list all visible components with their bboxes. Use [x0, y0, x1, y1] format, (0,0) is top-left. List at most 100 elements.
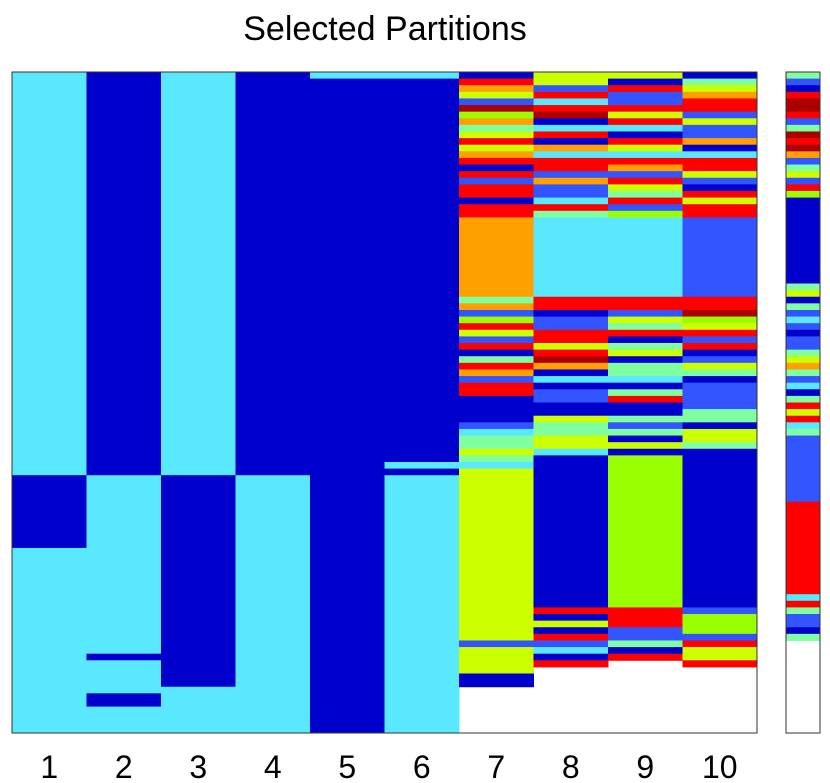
- heatmap-cell-col7-run4: [459, 98, 534, 106]
- side-bar-cell-37: [786, 389, 820, 397]
- heatmap-cell-col7-run12: [459, 151, 534, 159]
- heatmap-cell-col4-run1: [235, 475, 311, 734]
- heatmap-cell-col9-run54: [608, 647, 683, 655]
- heatmap-cell-col9-run25: [608, 309, 683, 318]
- heatmap-cell-col7-run38: [459, 395, 534, 403]
- heatmap-cell-col7-run9: [459, 131, 534, 139]
- heatmap-cell-col8-run26: [533, 316, 609, 324]
- side-bar-frame: [785, 71, 821, 734]
- heatmap-cell-col8-run39: [533, 402, 609, 410]
- heatmap-cell-col8-run41: [533, 415, 609, 423]
- heatmap-cell-col9-run34: [608, 369, 683, 377]
- heatmap-cell-col9-run37: [608, 389, 683, 397]
- heatmap-cell-col10-run15: [682, 171, 758, 179]
- heatmap-cell-col8-run50: [533, 620, 609, 628]
- heatmap-cell-col9-run6: [608, 111, 683, 119]
- heatmap-cell-col5-run1: [310, 78, 385, 476]
- heatmap-cell-col8-run54: [533, 647, 609, 655]
- heatmap-cell-col10-run9: [682, 131, 758, 139]
- heatmap-cell-col6-run4: [384, 475, 460, 734]
- heatmap-cell-col5-run2: [310, 475, 385, 734]
- heatmap-cell-col3-run1: [161, 475, 236, 688]
- heatmap-cell-col9-run23: [608, 296, 683, 304]
- heatmap-cell-col7-run25: [459, 309, 534, 318]
- heatmap-cell-col9-run44: [608, 435, 683, 443]
- heatmap-cell-col10-run41: [682, 415, 758, 423]
- side-bar-cell-17: [786, 184, 820, 192]
- chart-title: Selected Partitions: [243, 10, 527, 48]
- heatmap-cell-col10-run19: [682, 197, 758, 205]
- heatmap-cell-col9-run51: [608, 627, 683, 635]
- x-axis-tick-labels: 1 2 3 4 5 6 7 8 9 10: [40, 749, 737, 783]
- heatmap-cell-col9-run3: [608, 91, 683, 99]
- side-bar-cell-39: [786, 402, 820, 410]
- heatmap-cell-col8-run12: [533, 151, 609, 159]
- heatmap-cell-col10-run5: [682, 105, 758, 113]
- heatmap-cell-col10-run23: [682, 296, 758, 304]
- side-bar-cell-18: [786, 190, 820, 199]
- heatmap-cell-col7-run36: [459, 382, 534, 390]
- heatmap-cell-col7-run50: [459, 673, 534, 688]
- heatmap-cell-col2-run4: [86, 693, 162, 708]
- heatmap-cell-col8-run5: [533, 105, 609, 113]
- heatmap-cell-col10-run49: [682, 614, 758, 622]
- heatmap-cell-col8-run22: [533, 217, 609, 298]
- heatmap-cell-col8-run27: [533, 323, 609, 331]
- side-bar-cell-48: [786, 607, 820, 615]
- heatmap-cell-col8-run55: [533, 653, 609, 661]
- x-tick-label-4: 4: [264, 749, 282, 783]
- x-tick-label-8: 8: [562, 749, 580, 783]
- heatmap-cell-col10-run18: [682, 190, 758, 199]
- heatmap-cell-col9-run32: [608, 356, 683, 364]
- heatmap-cell-col9-run12: [608, 151, 683, 159]
- heatmap-cell-col8-run24: [533, 303, 609, 311]
- heatmap-cell-col10-run32: [682, 356, 758, 364]
- side-bar-cell-16: [786, 177, 820, 185]
- side-bar-cell-47: [786, 600, 820, 608]
- heatmap-cell-col9-run55: [608, 653, 683, 661]
- heatmap-cell-col10-run43: [682, 428, 758, 437]
- side-bar-cell-40: [786, 409, 820, 417]
- heatmap-cell-col10-run4: [682, 98, 758, 106]
- heatmap-cell-col7-run27: [459, 323, 534, 331]
- heatmap-cell-col9-run40: [608, 409, 683, 417]
- heatmap-cell-col9-run27: [608, 323, 683, 331]
- heatmap-cell-col2-run0: [86, 72, 162, 476]
- side-bar-cell-12: [786, 151, 820, 159]
- side-bar-cell-26: [786, 316, 820, 324]
- side-bar-cell-27: [786, 323, 820, 331]
- heatmap-cell-col6-run2: [384, 461, 460, 470]
- heatmap-cell-col8-run29: [533, 336, 609, 344]
- heatmap-cell-col10-run48: [682, 607, 758, 615]
- side-bar-cell-15: [786, 171, 820, 179]
- heatmap-cell-col7-run35: [459, 376, 534, 384]
- side-bar-cell-8: [786, 124, 820, 132]
- heatmap-cell-col7-run43: [459, 442, 534, 450]
- heatmap-cell-col2-run2: [86, 653, 162, 661]
- heatmap-cell-col7-run5: [459, 105, 534, 113]
- heatmap-cell-col7-run15: [459, 171, 534, 179]
- heatmap-cell-col10-run14: [682, 164, 758, 172]
- heatmap-cell-col10-run40: [682, 409, 758, 417]
- heatmap-cell-col8-run31: [533, 349, 609, 357]
- heatmap-cell-col9-run17: [608, 184, 683, 192]
- side-bar-cell-9: [786, 131, 820, 139]
- heatmap-cell-col2-run1: [86, 475, 162, 655]
- side-bar-cell-24: [786, 303, 820, 311]
- heatmap-cell-col7-run18: [459, 190, 534, 199]
- heatmap-cell-col9-run42: [608, 422, 683, 430]
- heatmap-cell-col9-run52: [608, 633, 683, 641]
- side-bar-cell-30: [786, 343, 820, 351]
- heatmap-cell-col8-run48: [533, 607, 609, 615]
- heatmap-cell-col8-run35: [533, 376, 609, 384]
- side-bar-cell-5: [786, 105, 820, 113]
- heatmap-cell-col9-run4: [608, 98, 683, 106]
- heatmap-cell-col8-run3: [533, 91, 609, 99]
- side-bar-cell-7: [786, 118, 820, 126]
- heatmap-cell-col8-run4: [533, 98, 609, 106]
- heatmap-cell-col1-run2: [12, 547, 87, 734]
- heatmap-cell-col10-run29: [682, 336, 758, 344]
- heatmap-cell-col10-run21: [682, 210, 758, 218]
- heatmap-cell-col10-run28: [682, 329, 758, 337]
- heatmap-cell-col10-run22: [682, 217, 758, 298]
